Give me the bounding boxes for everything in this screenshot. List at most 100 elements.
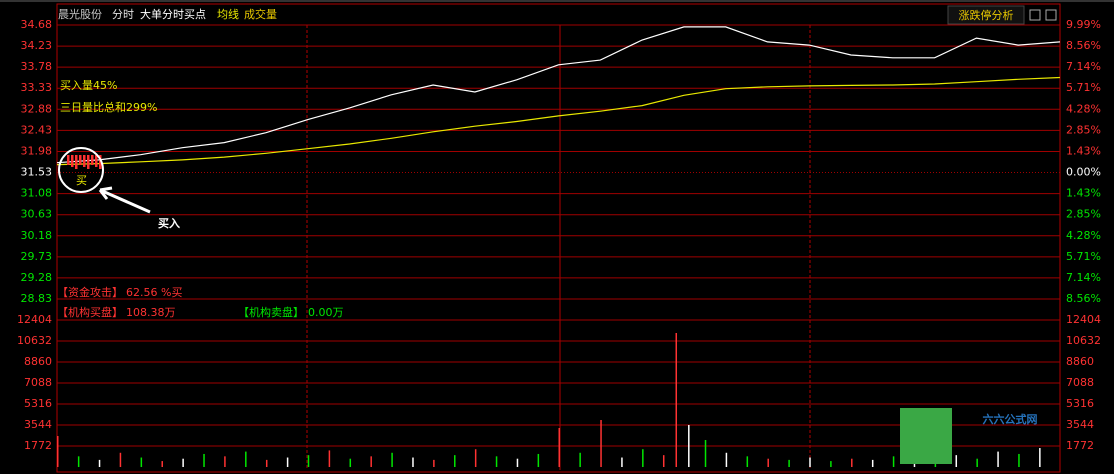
buy-tick — [91, 155, 94, 165]
volume-bar — [1039, 448, 1041, 467]
y-tick-label: 31.08 — [21, 187, 53, 200]
y2-tick-label: 0.00% — [1066, 166, 1101, 179]
volume-bar — [119, 452, 122, 467]
logo-box — [900, 408, 952, 464]
buy-tick — [99, 155, 102, 169]
volume-bar — [662, 455, 665, 467]
annotation: 三日量比总和299% — [60, 100, 157, 114]
series-line — [56, 26, 1061, 164]
volume-bar — [767, 458, 769, 467]
y2-tick-label: 8860 — [1066, 355, 1094, 368]
y-tick-label: 34.23 — [21, 39, 53, 52]
volume-bar — [307, 455, 310, 467]
buy-tick — [79, 155, 82, 165]
y-tick-label: 31.53 — [21, 166, 53, 179]
buy-tick — [83, 155, 86, 167]
volume-bar — [976, 458, 978, 467]
y2-tick-label: 2.85% — [1066, 208, 1101, 221]
y2-tick-label: 8.56% — [1066, 292, 1101, 305]
volume-bar — [788, 459, 790, 467]
volume-bar — [98, 459, 101, 467]
series-line — [56, 76, 1061, 166]
arrow — [98, 186, 151, 214]
y-tick-label: 10632 — [17, 334, 52, 347]
buy-circle — [58, 147, 104, 193]
y-tick-label: 28.83 — [21, 292, 53, 305]
icon[interactable] — [1045, 9, 1057, 21]
y-tick-label: 5316 — [24, 397, 52, 410]
annotation: 0.00万 — [308, 306, 344, 319]
buy-tick — [67, 155, 70, 165]
y-tick-label: 12404 — [17, 313, 52, 326]
volume-bar — [286, 457, 289, 467]
volume-bar — [642, 449, 644, 467]
y2-tick-label: 1772 — [1066, 439, 1094, 452]
volume-bar — [495, 456, 498, 467]
volume-bar — [516, 458, 519, 467]
icon[interactable] — [1029, 9, 1041, 21]
y-tick-label: 32.43 — [21, 123, 53, 136]
volume-bar — [203, 453, 205, 467]
annotation: 【机构卖盘】 — [238, 305, 304, 319]
grid: 34.68 34.23 33.78 33.33 32.88 32.43 31.98 31.53… — [17, 3, 1101, 473]
buy-tick — [75, 155, 78, 169]
volume-bar — [182, 458, 184, 467]
y-tick-label: 30.18 — [21, 229, 53, 242]
frame — [56, 3, 1061, 473]
volume-bar — [349, 458, 352, 467]
arrow-label: 买入 — [158, 217, 180, 230]
y-tick-label: 8860 — [24, 355, 52, 368]
y2-tick-label: 5.71% — [1066, 81, 1101, 94]
y2-tick-label: 7088 — [1066, 376, 1094, 389]
top-strip — [0, 0, 1114, 2]
y2-tick-label: 7.14% — [1066, 60, 1101, 73]
volume-bar — [224, 456, 226, 467]
tab[interactable]: 成交量 — [244, 7, 277, 21]
volume-bar — [830, 461, 832, 467]
volume-bar — [725, 452, 728, 467]
y2-tick-label: 8.56% — [1066, 39, 1101, 52]
volume-bar — [140, 457, 143, 467]
volume-bar — [809, 457, 811, 467]
annotation: 62.56 %买 — [126, 286, 182, 299]
volume-bar — [370, 456, 372, 467]
y2-tick-label: 4.28% — [1066, 229, 1101, 242]
tab[interactable]: 分时 — [112, 8, 134, 21]
y2-tick-label: 9.99% — [1066, 18, 1101, 31]
limit-button[interactable]: 涨跌停分析 — [959, 8, 1014, 22]
y2-tick-label: 12404 — [1066, 313, 1101, 326]
y2-tick-label: 5316 — [1066, 397, 1094, 410]
annotation: 【资金攻击】 — [57, 285, 123, 299]
volume-bar — [1018, 453, 1020, 467]
y2-tick-label: 5.71% — [1066, 250, 1101, 263]
volume-bar — [579, 452, 581, 467]
volume-bar — [704, 440, 707, 467]
volume-bar — [474, 449, 477, 467]
y-tick-label: 31.98 — [21, 144, 53, 157]
y2-tick-label: 1.43% — [1066, 144, 1101, 157]
volume-bar — [600, 419, 602, 467]
marks: 买入量45% 三日量比总和299% 【资金攻击】 62.56 %买【机构买盘】 108.… — [56, 26, 1061, 467]
volume-bar — [537, 453, 540, 467]
volume-bar — [391, 452, 393, 467]
tab[interactable]: 均线 — [217, 7, 239, 21]
volume-bar — [892, 456, 895, 467]
y-tick-label: 32.88 — [21, 102, 53, 115]
y-tick-label: 7088 — [24, 376, 52, 389]
annotation: 108.38万 — [126, 306, 176, 319]
volume-bar — [328, 450, 331, 467]
y-tick-label: 30.63 — [21, 208, 53, 221]
tab[interactable]: 大单分时买点 — [140, 7, 206, 21]
volume-bar — [955, 455, 958, 467]
y2-tick-label: 1.43% — [1066, 187, 1101, 200]
y2-tick-label: 2.85% — [1066, 123, 1101, 136]
buy-tick — [71, 155, 74, 167]
volume-bar — [57, 435, 59, 467]
volume-bar — [265, 459, 268, 467]
annotation: 【机构买盘】 — [57, 305, 123, 319]
y2-tick-label: 4.28% — [1066, 102, 1101, 115]
volume-bar — [871, 459, 874, 467]
button-frame[interactable] — [947, 5, 1025, 25]
